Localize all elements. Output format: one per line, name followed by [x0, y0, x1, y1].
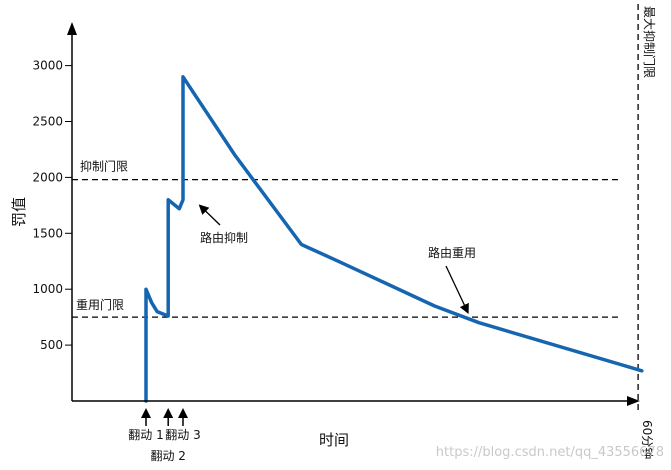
series-layer: [144, 75, 644, 403]
y-tick-label: 2000: [32, 170, 63, 184]
flap-event-label: 翻动 1: [128, 428, 163, 442]
reference-lines: [72, 4, 639, 411]
sixty-minute-label: 60分钟: [640, 420, 655, 459]
y-tick-label: 2500: [32, 115, 63, 129]
y-axis-arrowhead: [67, 22, 77, 35]
route-suppress-arrow: [198, 204, 221, 226]
flap-events: 翻动 1 翻动 2 翻动 3: [128, 408, 201, 463]
reuse-threshold-label: 重用门限: [76, 297, 124, 312]
flap-event-label: 翻动 3: [165, 428, 200, 442]
y-tick-label: 1500: [32, 226, 63, 240]
flap-event-label: 翻动 2: [150, 449, 185, 463]
route-suppress-label: 路由抑制: [200, 230, 248, 245]
route-reuse-arrow: [445, 265, 469, 314]
max-suppress-threshold-label: 最大抑制门限: [642, 6, 657, 78]
penalty-series-line: [144, 75, 644, 403]
route-reuse-label: 路由重用: [428, 245, 476, 260]
x-axis-title: 时间: [319, 431, 349, 449]
x-axis-arrowhead: [627, 396, 640, 406]
watermark-text: https://blog.csdn.net/qq_43556678: [436, 445, 664, 460]
y-axis-title: 罚值: [10, 197, 28, 227]
y-tick-label: 1000: [32, 282, 63, 296]
y-tick-label: 500: [40, 338, 63, 352]
y-ticks: 500 1000 1500 2000 2500 3000: [32, 59, 72, 352]
suppress-threshold-label: 抑制门限: [80, 159, 128, 174]
y-tick-label: 3000: [32, 59, 63, 73]
